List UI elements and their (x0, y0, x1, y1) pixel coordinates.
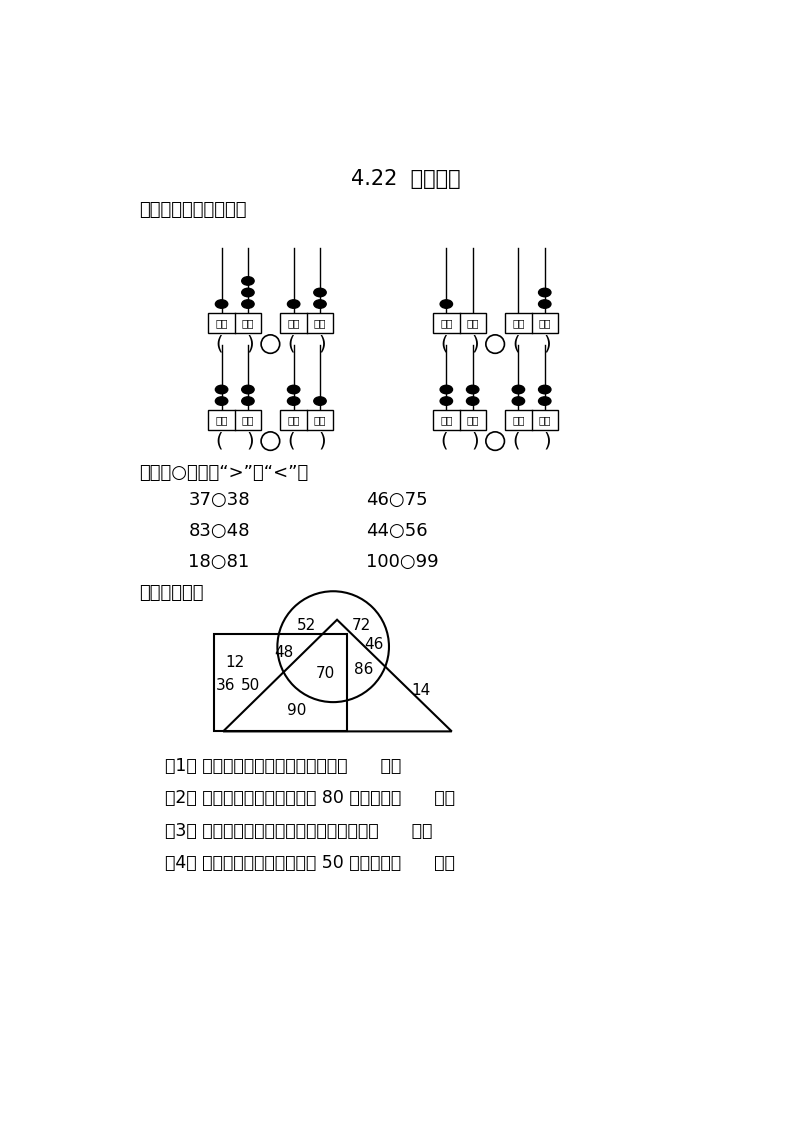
Text: 72: 72 (351, 618, 370, 634)
Ellipse shape (512, 397, 525, 405)
Text: （4） 我在正方形和圆形里，比 50 小，我是（      ）。: （4） 我在正方形和圆形里，比 50 小，我是（ ）。 (165, 854, 455, 872)
Text: (: ( (216, 432, 223, 451)
Ellipse shape (314, 288, 326, 296)
Text: (: ( (440, 432, 448, 451)
Text: 个位: 个位 (314, 319, 326, 329)
Text: 三、我会填。: 三、我会填。 (140, 583, 204, 601)
Text: 个位: 个位 (538, 415, 551, 425)
Text: 37○38: 37○38 (188, 491, 250, 509)
Text: ): ) (319, 334, 326, 353)
Text: 48: 48 (274, 644, 293, 660)
Text: 4.22  比较大小: 4.22 比较大小 (351, 169, 461, 190)
Text: (: ( (440, 334, 448, 353)
Text: (: ( (288, 432, 295, 451)
Text: 个位: 个位 (466, 415, 479, 425)
Bar (209, 313, 261, 333)
Text: 十位: 十位 (440, 415, 453, 425)
Bar (281, 313, 333, 333)
Text: ): ) (471, 334, 479, 353)
Ellipse shape (538, 385, 551, 394)
Ellipse shape (314, 397, 326, 405)
Ellipse shape (538, 397, 551, 405)
Text: ): ) (247, 432, 254, 451)
Text: 100○99: 100○99 (366, 553, 439, 571)
Text: 个位: 个位 (242, 415, 255, 425)
Ellipse shape (287, 397, 300, 405)
Ellipse shape (242, 397, 254, 405)
Text: 52: 52 (297, 618, 316, 634)
Text: 46○75: 46○75 (366, 491, 428, 509)
Bar (505, 313, 558, 333)
Text: 二、在○里填上“>”或“<”。: 二、在○里填上“>”或“<”。 (140, 465, 308, 482)
Ellipse shape (538, 300, 551, 309)
Text: 个位: 个位 (538, 319, 551, 329)
Text: 86: 86 (354, 662, 374, 678)
Text: ): ) (543, 334, 551, 353)
Text: 十位: 十位 (216, 319, 228, 329)
Ellipse shape (216, 397, 228, 405)
Ellipse shape (216, 385, 228, 394)
Text: （2） 我在圆形和三角形里，比 80 大，我是（      ）。: （2） 我在圆形和三角形里，比 80 大，我是（ ）。 (165, 790, 455, 808)
Text: 一、写一写，比一比。: 一、写一写，比一比。 (140, 201, 247, 219)
Ellipse shape (466, 385, 479, 394)
Ellipse shape (242, 277, 254, 285)
Ellipse shape (242, 288, 254, 296)
Text: 十位: 十位 (440, 319, 453, 329)
Ellipse shape (242, 300, 254, 309)
Ellipse shape (287, 385, 300, 394)
Text: ): ) (471, 432, 479, 451)
Text: 14: 14 (411, 683, 431, 698)
Text: （3） 我在正方形、圆形和三角形里，我是（      ）。: （3） 我在正方形、圆形和三角形里，我是（ ）。 (165, 821, 432, 839)
Text: 90: 90 (287, 703, 306, 718)
Text: 十位: 十位 (287, 415, 300, 425)
Text: (: ( (216, 334, 223, 353)
Ellipse shape (314, 300, 326, 309)
Bar (505, 411, 558, 431)
Ellipse shape (242, 385, 254, 394)
Ellipse shape (466, 397, 479, 405)
Text: ): ) (543, 432, 551, 451)
Text: 个位: 个位 (466, 319, 479, 329)
Bar (209, 411, 261, 431)
Ellipse shape (440, 300, 453, 309)
Ellipse shape (538, 288, 551, 296)
Ellipse shape (287, 300, 300, 309)
Text: 83○48: 83○48 (188, 522, 250, 540)
Bar (281, 411, 333, 431)
Ellipse shape (440, 385, 453, 394)
Text: ): ) (247, 334, 254, 353)
Text: (: ( (288, 334, 295, 353)
Text: 50: 50 (240, 678, 260, 692)
Ellipse shape (440, 397, 453, 405)
Text: 个位: 个位 (314, 415, 326, 425)
Text: 十位: 十位 (512, 415, 525, 425)
Text: 36: 36 (216, 678, 236, 692)
Text: 12: 12 (225, 655, 244, 670)
Text: 46: 46 (365, 637, 384, 652)
Text: 个位: 个位 (242, 319, 255, 329)
Bar (433, 313, 486, 333)
Bar (433, 411, 486, 431)
Text: 十位: 十位 (216, 415, 228, 425)
Text: 44○56: 44○56 (366, 522, 428, 540)
Ellipse shape (216, 300, 228, 309)
Text: 十位: 十位 (287, 319, 300, 329)
Text: 70: 70 (316, 666, 335, 681)
Bar (214, 634, 347, 732)
Text: 18○81: 18○81 (188, 553, 250, 571)
Text: ): ) (319, 432, 326, 451)
Text: 十位: 十位 (512, 319, 525, 329)
Text: （1） 正方形里最大的数是我，我是（      ）。: （1） 正方形里最大的数是我，我是（ ）。 (165, 757, 401, 775)
Text: (: ( (512, 334, 520, 353)
Text: (: ( (512, 432, 520, 451)
Ellipse shape (512, 385, 525, 394)
